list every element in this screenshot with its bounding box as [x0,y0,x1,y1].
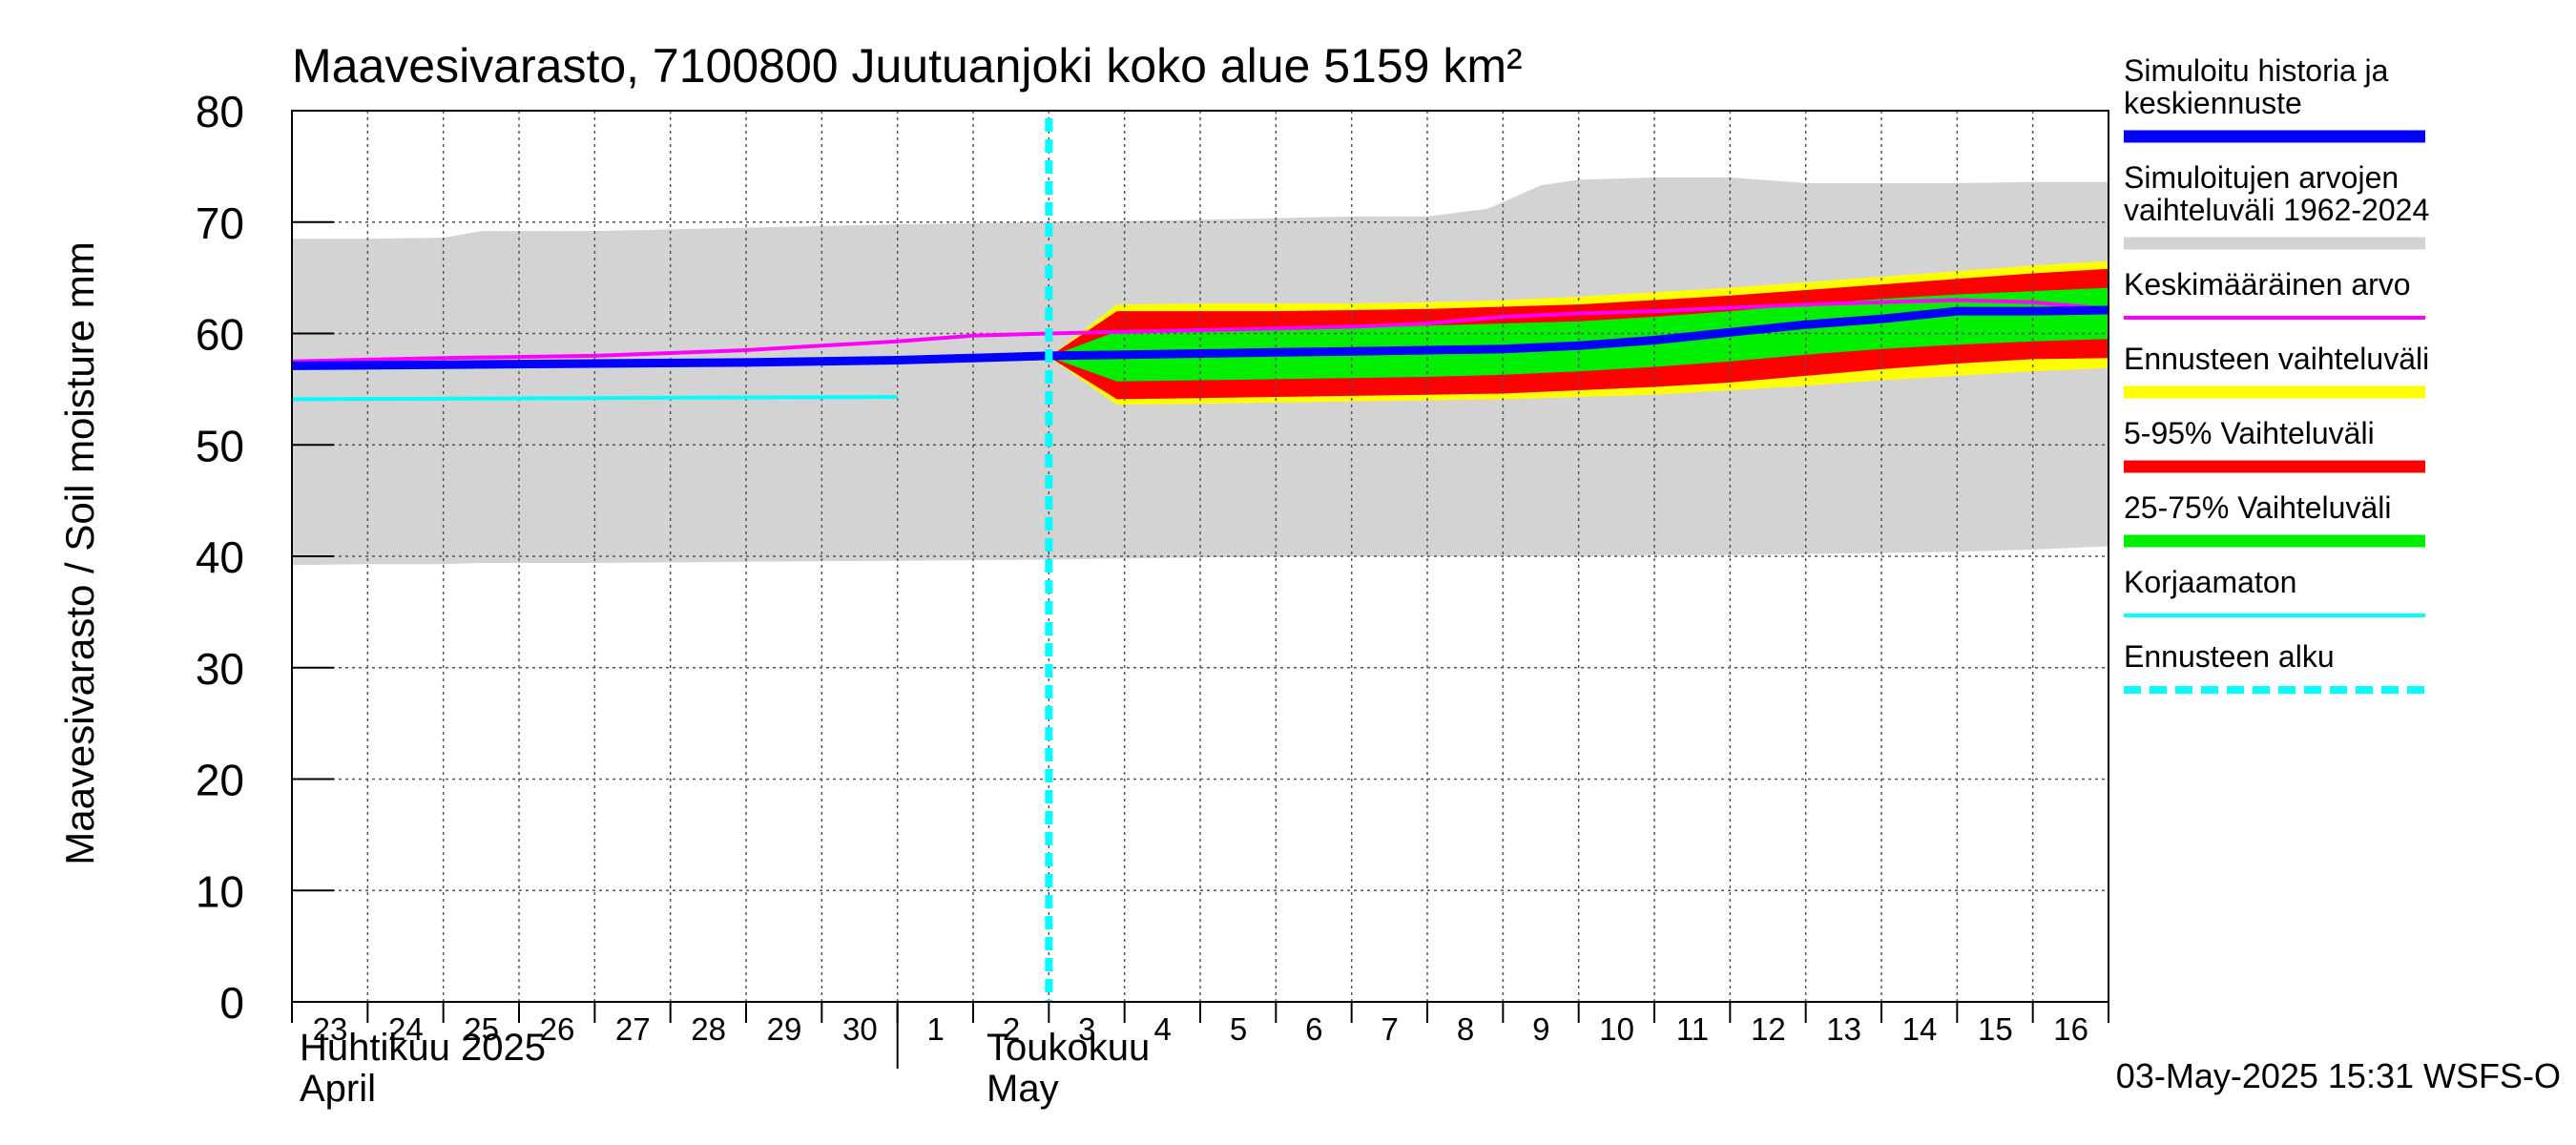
x-tick-label: 9 [1532,1011,1549,1047]
x-tick-label: 3 [1078,1011,1095,1047]
x-tick-label: 24 [388,1011,424,1047]
legend-label: keskiennuste [2124,86,2302,120]
x-tick-label: 7 [1381,1011,1398,1047]
x-tick-label: 27 [615,1011,651,1047]
legend-label: Ennusteen alku [2124,639,2335,674]
legend-item: Korjaamaton [2124,565,2425,617]
x-tick-label: 14 [1902,1011,1938,1047]
legend-item: Ennusteen alku [2124,639,2425,694]
month-label: Huhtikuu 2025 [300,1027,546,1069]
x-tick-label: 16 [2053,1011,2088,1047]
band-25-75-vaihteluv-li [1049,287,2109,382]
x-tick-label: 29 [767,1011,802,1047]
legend-item: Ennusteen vaihteluväli [2124,342,2429,399]
x-tick-label: 25 [464,1011,499,1047]
y-tick-label: 20 [196,756,244,805]
x-tick-label: 4 [1153,1011,1171,1047]
y-tick-label: 10 [196,866,244,916]
line-keskim-r-inen-arvo [291,298,2109,364]
legend-label: Ennusteen vaihteluväli [2124,342,2429,376]
y-tick-label: 60 [196,310,244,360]
legend-item: Keskimääräinen arvo [2124,267,2425,320]
x-tick-label: 15 [1978,1011,2013,1047]
line-korjaamaton [291,395,898,402]
y-tick-label: 80 [196,87,244,136]
x-tick-label: 5 [1230,1011,1247,1047]
y-tick-label: 30 [196,644,244,694]
legend-label: 25-75% Vaihteluväli [2124,490,2391,525]
month-label-en: April [300,1068,376,1110]
legend-label: 5-95% Vaihteluväli [2124,416,2375,450]
line-simuloitu-historia-ja-keskiennuste [291,305,2109,370]
legend: Simuloitu historia jakeskiennusteSimuloi… [2124,53,2429,694]
y-axis-label: Maavesivarasto / Soil moisture mm [57,241,102,865]
x-tick-label: 12 [1751,1011,1786,1047]
timestamp-label: 03-May-2025 15:31 WSFS-O [2116,1056,2561,1095]
y-tick-label: 0 [219,978,244,1028]
legend-label: vaihteluväli 1962-2024 [2124,193,2429,227]
month-label-en: May [987,1068,1059,1110]
legend-item: 5-95% Vaihteluväli [2124,416,2425,473]
legend-label: Simuloitujen arvojen [2124,160,2399,195]
x-tick-label: 2 [1003,1011,1020,1047]
x-tick-label: 13 [1826,1011,1861,1047]
y-tick-label: 40 [196,532,244,582]
x-tick-label: 30 [842,1011,878,1047]
legend-item: 25-75% Vaihteluväli [2124,490,2425,548]
x-tick-label: 11 [1676,1011,1709,1047]
y-tick-label: 50 [196,421,244,470]
x-tick-label: 23 [313,1011,348,1047]
chart-title: Maavesivarasto, 7100800 Juutuanjoki koko… [292,39,1523,93]
legend-label: Korjaamaton [2124,565,2296,599]
month-label: Toukokuu [987,1027,1150,1069]
plot-area [291,110,2109,1002]
legend-label: Simuloitu historia ja [2124,53,2389,88]
x-tick-label: 26 [540,1011,575,1047]
x-tick-label: 28 [691,1011,726,1047]
x-tick-label: 10 [1599,1011,1634,1047]
y-tick-label: 70 [196,198,244,248]
x-tick-label: 6 [1305,1011,1322,1047]
legend-label: Keskimääräinen arvo [2124,267,2411,302]
x-tick-label: 1 [926,1011,944,1047]
x-tick-label: 8 [1457,1011,1474,1047]
